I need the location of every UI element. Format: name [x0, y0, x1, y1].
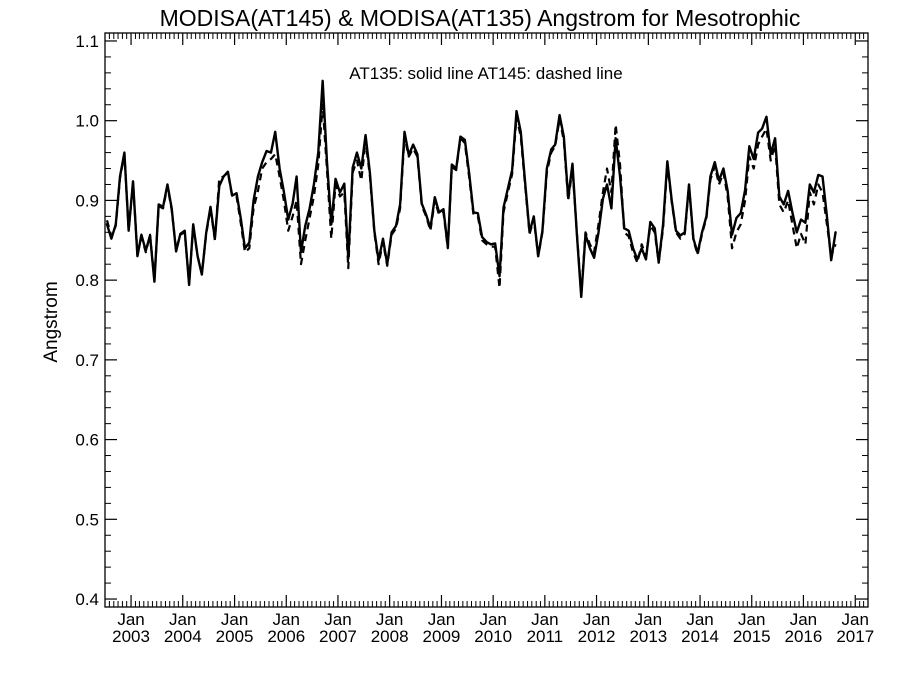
legend-annotation: AT135: solid line AT145: dashed line	[349, 64, 622, 83]
y-axis-label: Angstrom	[41, 281, 62, 362]
x-tick-label-year: 2010	[474, 627, 512, 646]
x-tick-label-year: 2013	[629, 627, 667, 646]
y-tick-label: 0.9	[75, 191, 99, 210]
y-tick-label: 1.1	[75, 32, 99, 51]
x-tick-label-year: 2009	[423, 627, 461, 646]
x-tick-label-year: 2004	[164, 627, 202, 646]
x-tick-label-year: 2007	[319, 627, 357, 646]
x-tick-label-month: Jan	[324, 610, 351, 629]
x-tick-label-month: Jan	[531, 610, 558, 629]
x-tick-label-year: 2015	[733, 627, 771, 646]
x-tick-label-month: Jan	[117, 610, 144, 629]
x-tick-label-year: 2011	[527, 627, 564, 646]
x-tick-label-month: Jan	[790, 610, 817, 629]
x-tick-label-month: Jan	[686, 610, 713, 629]
y-tick-label: 0.4	[75, 590, 99, 609]
x-tick-label-month: Jan	[273, 610, 300, 629]
axes: 0.40.50.60.70.80.91.01.1Jan2003Jan2004Ja…	[75, 32, 874, 646]
x-tick-label-year: 2012	[578, 627, 616, 646]
x-tick-label-year: 2016	[785, 627, 823, 646]
x-tick-label-year: 2017	[836, 627, 874, 646]
y-tick-label: 0.8	[75, 271, 99, 290]
x-tick-label-month: Jan	[635, 610, 662, 629]
x-tick-label-year: 2006	[267, 627, 305, 646]
x-tick-label-month: Jan	[583, 610, 610, 629]
y-tick-label: 1.0	[75, 112, 99, 131]
x-tick-label-month: Jan	[221, 610, 248, 629]
x-tick-label-year: 2005	[216, 627, 254, 646]
x-tick-label-year: 2008	[371, 627, 409, 646]
y-tick-label: 0.6	[75, 431, 99, 450]
plot-frame	[104, 32, 869, 608]
y-tick-label: 0.7	[75, 351, 99, 370]
series-layer	[105, 79, 837, 299]
series-line-at135	[105, 79, 837, 299]
x-tick-label-month: Jan	[376, 610, 403, 629]
x-tick-label-month: Jan	[842, 610, 869, 629]
chart-title: MODISA(AT145) & MODISA(AT135) Angstrom f…	[160, 5, 801, 31]
x-tick-label-month: Jan	[428, 610, 455, 629]
x-tick-label-year: 2003	[112, 627, 150, 646]
y-tick-label: 0.5	[75, 510, 99, 529]
x-tick-label-month: Jan	[169, 610, 196, 629]
x-tick-label-year: 2014	[681, 627, 719, 646]
x-tick-label-month: Jan	[479, 610, 506, 629]
x-tick-label-month: Jan	[738, 610, 765, 629]
